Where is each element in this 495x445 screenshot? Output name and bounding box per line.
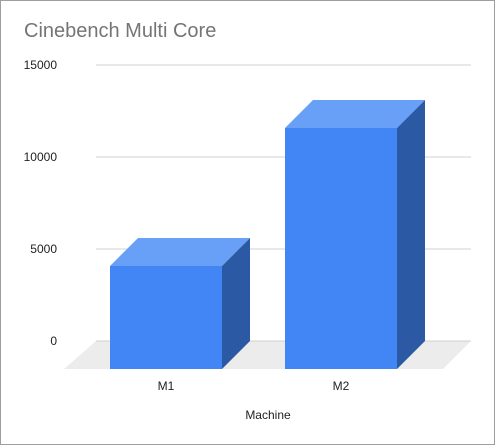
bar-m2-front (285, 127, 397, 370)
bar-m1-front (110, 265, 222, 369)
y-tick-label: 15000 (24, 58, 58, 72)
x-tick-label: M1 (158, 379, 175, 393)
y-tick-label: 0 (50, 334, 57, 348)
bar-m1-top (110, 237, 250, 266)
chart-title: Cinebench Multi Core (24, 20, 217, 42)
y-tick-label: 5000 (30, 242, 57, 256)
x-tick-label: M2 (333, 379, 350, 393)
x-axis-title: Machine (245, 408, 291, 422)
bar-m2-side (397, 99, 425, 370)
bar-m1-side (222, 237, 250, 369)
y-tick-label: 10000 (24, 150, 58, 164)
bar-m2-top (285, 99, 425, 128)
